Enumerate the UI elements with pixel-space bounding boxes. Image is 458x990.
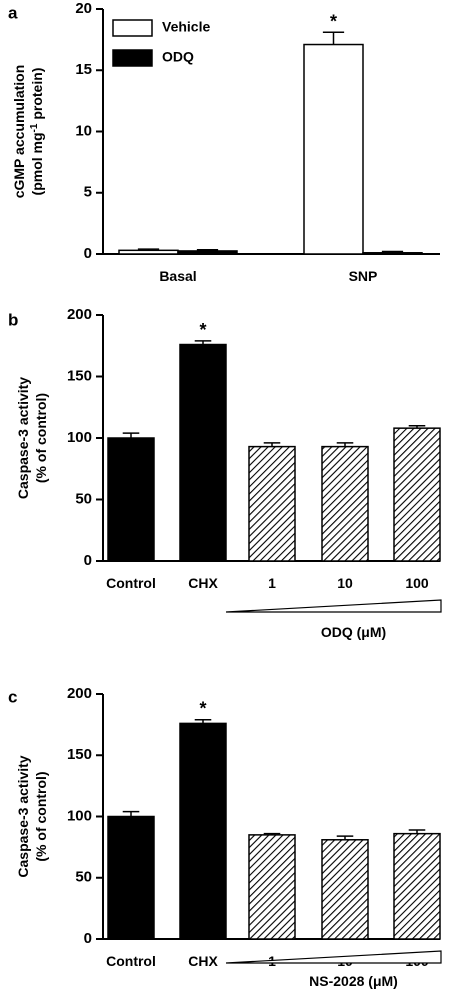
y-tick-label: 50 xyxy=(75,490,92,507)
significance-star: * xyxy=(199,320,206,340)
y-tick-label: 50 xyxy=(75,869,92,886)
y-axis-label-part: protein) xyxy=(29,68,45,124)
y-axis-label-line1: cGMP accumulation xyxy=(11,65,27,199)
x-tick-label: 100 xyxy=(405,575,429,591)
y-axis-label-line2: (pmol mg-1 protein) xyxy=(29,68,45,196)
bar xyxy=(321,839,369,940)
concentration-wedge xyxy=(225,950,442,964)
y-tick-label: 0 xyxy=(84,552,92,569)
bar xyxy=(362,252,423,255)
y-tick-label: 200 xyxy=(67,685,92,702)
y-axis-label: Caspase-3 activity (% of control) xyxy=(15,377,49,499)
y-tick-label: 150 xyxy=(67,367,92,384)
y-tick-label: 15 xyxy=(75,61,92,78)
bar xyxy=(321,445,369,562)
legend-label: ODQ xyxy=(162,49,194,65)
y-axis-label-line1: Caspase-3 activity xyxy=(15,377,31,499)
bar xyxy=(179,343,227,562)
y-tick-label: 20 xyxy=(75,0,92,17)
significance-star: * xyxy=(199,699,206,719)
bar xyxy=(303,43,364,255)
legend-swatch xyxy=(112,19,153,37)
group-label: ODQ (μM) xyxy=(321,624,386,640)
legend-swatch xyxy=(112,49,153,67)
bar xyxy=(177,250,238,255)
x-tick-label: Control xyxy=(106,575,156,591)
x-tick-label: Control xyxy=(106,953,156,969)
y-axis-label: cGMP accumulation (pmol mg-1 protein) xyxy=(11,65,45,199)
x-tick-label: CHX xyxy=(188,953,218,969)
significance-star: * xyxy=(330,11,337,31)
y-axis-label-superscript: -1 xyxy=(29,123,40,132)
panel-letter: b xyxy=(8,310,18,329)
y-tick-label: 5 xyxy=(84,184,92,201)
y-tick-label: 200 xyxy=(67,306,92,323)
y-axis-label-line2: (% of control) xyxy=(33,771,49,861)
panel-letter: c xyxy=(8,687,17,706)
bar xyxy=(107,815,155,940)
bar xyxy=(393,427,441,562)
x-tick-label: 10 xyxy=(337,575,353,591)
x-tick-label: CHX xyxy=(188,575,218,591)
y-tick-label: 100 xyxy=(67,807,92,824)
x-tick-label: SNP xyxy=(349,268,378,284)
y-tick-label: 0 xyxy=(84,930,92,947)
bar xyxy=(118,249,179,255)
y-axis-label-line1: Caspase-3 activity xyxy=(15,755,31,877)
bar xyxy=(107,437,155,562)
bar xyxy=(248,445,296,562)
x-tick-label: 1 xyxy=(268,575,276,591)
group-label: NS-2028 (μM) xyxy=(309,973,398,989)
bar xyxy=(248,834,296,940)
y-tick-label: 10 xyxy=(75,122,92,139)
y-tick-label: 0 xyxy=(84,245,92,262)
y-axis-label-line2: (% of control) xyxy=(33,393,49,483)
y-axis-label: Caspase-3 activity (% of control) xyxy=(15,755,49,877)
x-tick-label: Basal xyxy=(159,268,196,284)
y-tick-label: 150 xyxy=(67,746,92,763)
y-tick-label: 100 xyxy=(67,429,92,446)
legend-label: Vehicle xyxy=(162,19,210,35)
concentration-wedge xyxy=(225,599,442,613)
y-axis-label-part: (pmol mg xyxy=(29,132,45,195)
bar xyxy=(393,832,441,940)
panel-letter: a xyxy=(8,3,18,22)
bar xyxy=(179,722,227,940)
